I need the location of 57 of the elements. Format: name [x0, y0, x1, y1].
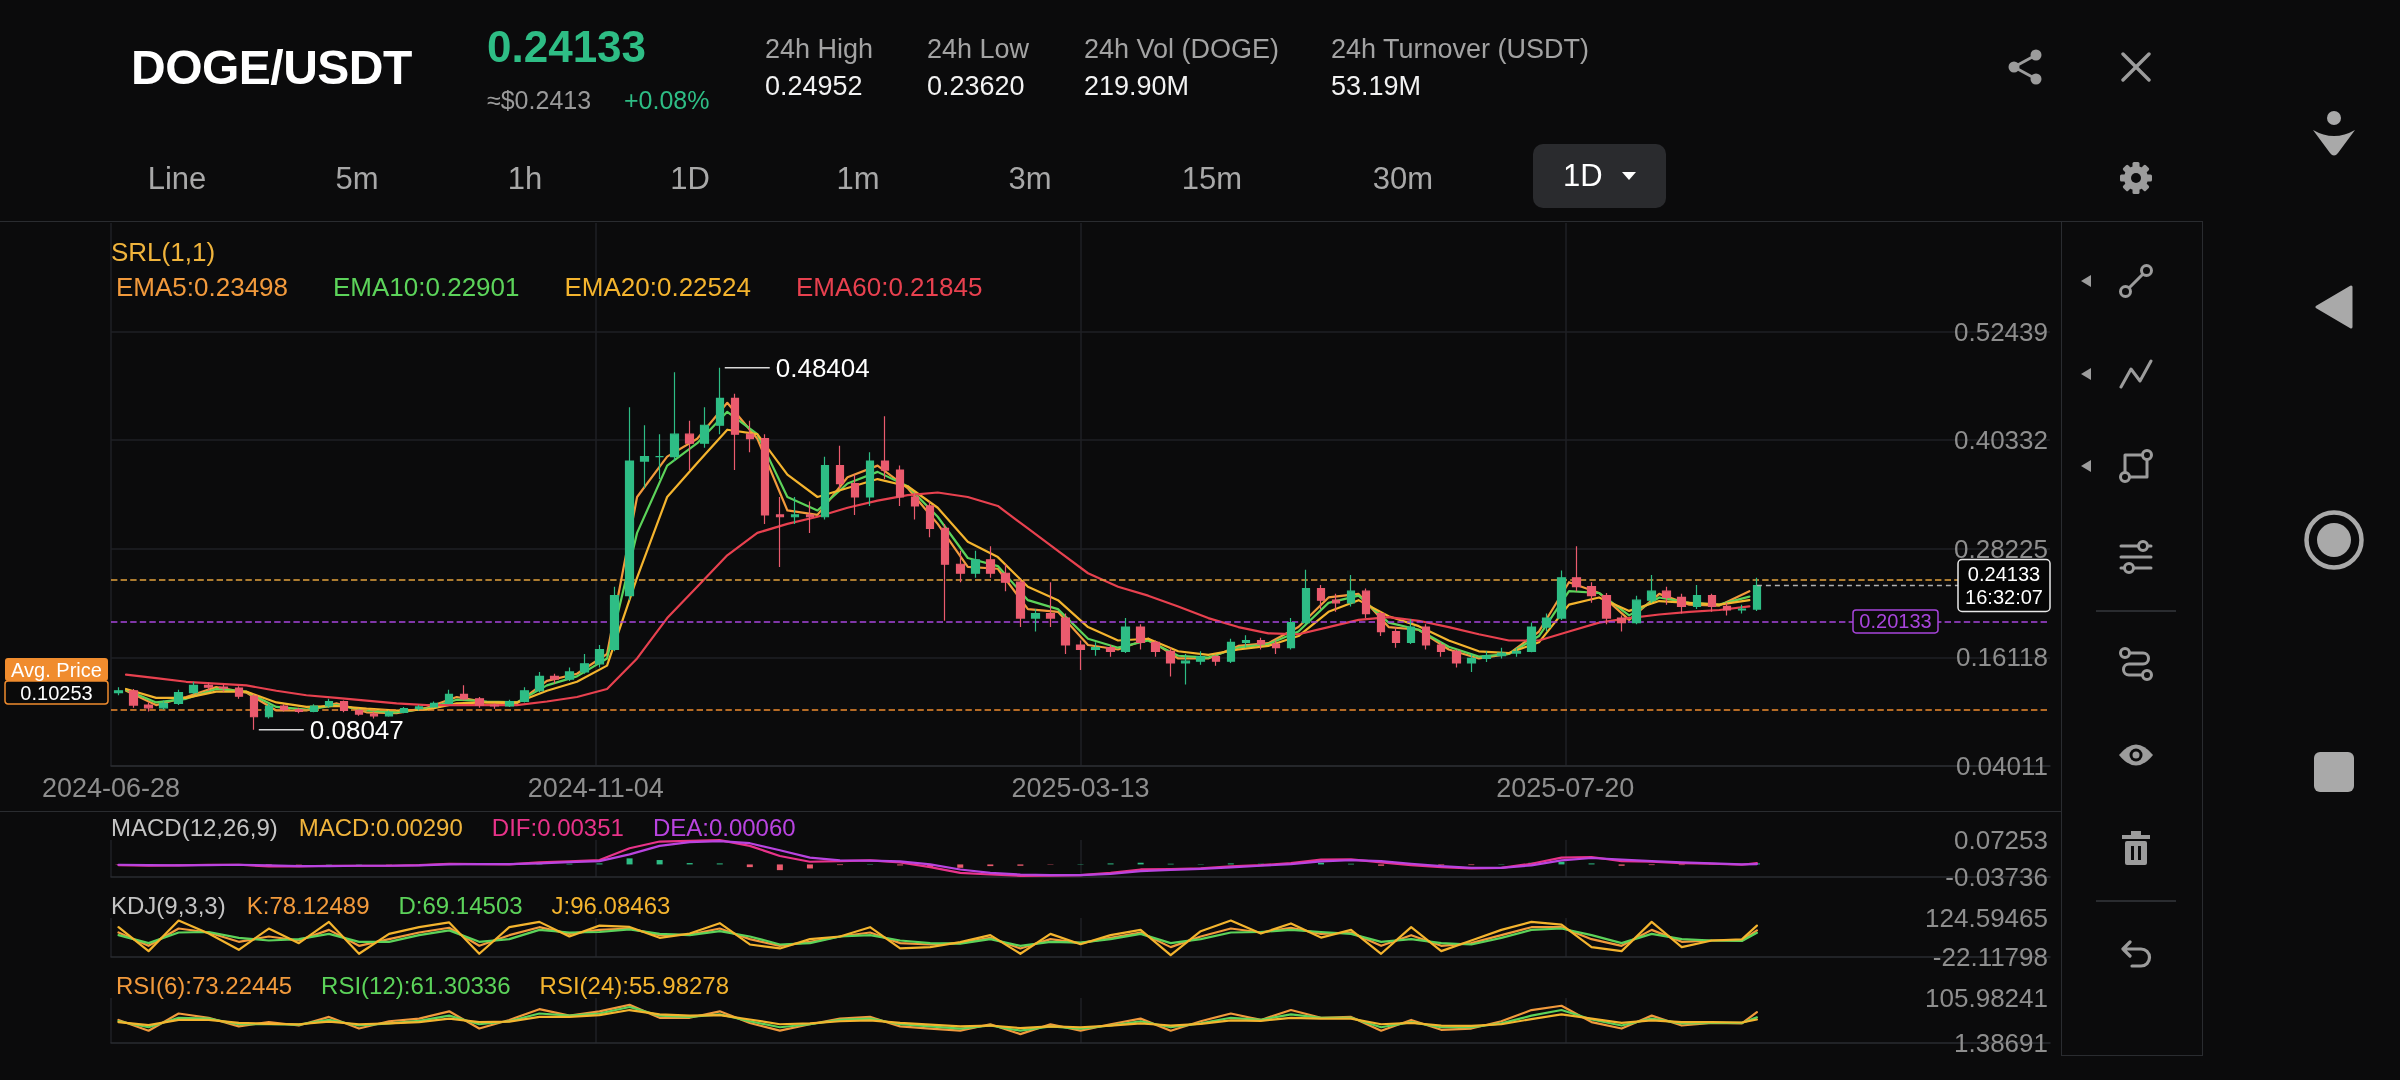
series-label: DEA:0.00060	[652, 813, 796, 840]
series-label: D:69.14503	[398, 891, 523, 919]
text: 30m	[1372, 160, 1434, 198]
x-tick-label: 2024-11-04	[527, 772, 664, 802]
y-tick-label: 0.52439	[1954, 316, 2048, 347]
dropdown-button: 1D	[1533, 144, 1666, 208]
text: 219.90M	[1084, 69, 1190, 103]
text: 53.19M	[1331, 69, 1422, 103]
y-tick-label: -22.11798	[1932, 942, 2048, 972]
y-tick-label: 1.38691	[1954, 1028, 2048, 1058]
ref-line-label: 0.20133	[1859, 609, 1932, 632]
text: 3m	[1008, 160, 1052, 198]
text: Line	[147, 160, 207, 198]
text: DOGE/USDT	[131, 40, 412, 97]
text: 24h Low	[927, 32, 1030, 66]
y-tick-label: 0.16118	[1955, 641, 2048, 672]
text: 0.24133	[487, 20, 647, 73]
text: 0.24952	[765, 69, 863, 103]
annotation: 0.24133 16:32:07	[1965, 562, 2043, 608]
x-tick-label: 2025-03-13	[1011, 772, 1150, 802]
chart-title: KDJ(9,3,3)	[111, 891, 226, 919]
text: 0.23620	[927, 69, 1025, 103]
annotation: 0.08047	[309, 714, 404, 745]
text: 1h	[507, 160, 543, 198]
text: +0.08%	[624, 85, 710, 115]
text: ≈$0.2413	[487, 85, 592, 115]
y-tick-label: 0.28225	[1954, 533, 2048, 564]
series-label: RSI(6):73.22445	[116, 971, 293, 999]
series-label: J:96.08463	[551, 891, 671, 919]
series-label: K:78.12489	[246, 891, 370, 919]
ref-line-label: Avg. Price 0.10253	[11, 658, 102, 704]
series-label: RSI(24):55.98278	[539, 971, 730, 999]
series-label: RSI(12):61.30336	[321, 971, 511, 999]
text: 1D	[670, 160, 710, 198]
text: EMA60:0.21845	[795, 271, 983, 302]
text: 1m	[836, 160, 880, 198]
text: EMA20:0.22524	[564, 271, 751, 302]
x-tick-label: 2025-07-20	[1496, 772, 1635, 802]
y-tick-label: 0.07253	[1954, 824, 2048, 855]
text: 5m	[335, 160, 379, 198]
y-tick-label: 124.59465	[1925, 903, 2048, 933]
y-tick-label: 0.04011	[1955, 750, 2048, 781]
y-tick-label: 105.98241	[1925, 983, 2048, 1013]
text: EMA5:0.23498	[116, 271, 289, 302]
chart-title: MACD(12,26,9)	[111, 813, 278, 840]
annotation: 0.48404	[775, 352, 870, 383]
text: 24h Turnover (USDT)	[1331, 32, 1590, 66]
y-tick-label: -0.03736	[1945, 861, 2048, 892]
y-tick-label: 0.40332	[1954, 424, 2048, 455]
text: EMA10:0.22901	[333, 271, 520, 302]
x-tick-label: 2024-06-28	[41, 772, 181, 802]
series-label: MACD:0.00290	[298, 813, 463, 840]
text: 15m	[1181, 160, 1243, 198]
series-label: DIF:0.00351	[491, 813, 624, 840]
text: SRL(1,1)	[111, 236, 216, 267]
text: 24h High	[765, 32, 874, 66]
text: 24h Vol (DOGE)	[1084, 32, 1280, 66]
